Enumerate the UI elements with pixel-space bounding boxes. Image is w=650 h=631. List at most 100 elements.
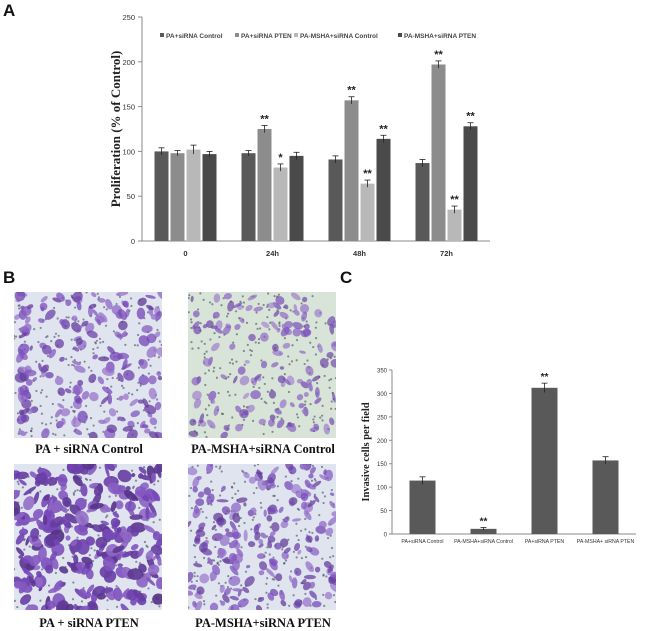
stained-cell [19,479,27,486]
membrane-pore [158,518,161,521]
membrane-pore [189,486,193,490]
stained-cell [92,354,99,360]
membrane-pore [296,416,300,419]
membrane-pore [271,377,274,380]
stained-cell [236,548,244,557]
stained-cell [46,476,58,486]
stained-cell [54,376,64,386]
stained-cell [272,343,279,352]
membrane-pore [278,322,281,325]
membrane-pore [242,349,246,353]
membrane-pore [295,413,299,416]
membrane-pore [154,426,157,429]
stained-cell [117,527,122,533]
stained-cell [202,324,208,329]
membrane-pore [304,400,307,403]
membrane-pore [281,548,284,551]
membrane-pore [149,364,152,367]
stained-cell [105,364,115,374]
membrane-pore [304,545,307,548]
membrane-pore [47,584,51,587]
stained-cell [29,345,33,351]
membrane-pore [18,307,21,310]
legend-swatch [398,33,402,37]
membrane-pore [70,355,73,359]
stained-cell [146,577,156,586]
membrane-pore [129,297,133,300]
membrane-pore [14,335,18,338]
membrane-pore [138,506,141,509]
stained-cell [267,507,276,513]
membrane-pore [89,478,92,482]
stained-cell [45,371,54,379]
stained-cell [193,562,203,568]
membrane-pore [160,343,162,346]
membrane-pore [330,489,333,492]
stained-cell [305,561,314,573]
membrane-pore [130,469,134,472]
y-tick-label: 100 [377,486,388,492]
stained-cell [151,472,157,483]
micrograph-pa-msha-sirna-pten [188,464,336,610]
stained-cell [54,338,65,349]
membrane-pore [157,356,160,359]
membrane-pore [311,531,314,535]
stained-cell [225,528,230,533]
bar [415,163,430,241]
stained-cell [299,304,310,314]
membrane-pore [262,376,265,379]
membrane-pore [115,605,119,608]
membrane-pore [204,408,207,411]
stained-cell [42,514,48,526]
legend-swatch [235,33,239,37]
stained-cell [298,403,305,409]
membrane-pore [297,538,300,542]
stained-cell [118,485,126,493]
stained-cell [258,538,264,545]
membrane-pore [272,556,275,559]
membrane-pore [199,322,202,325]
membrane-pore [225,315,229,318]
stained-cell [263,509,267,517]
membrane-pore [25,431,28,434]
y-axis-label: Proliferation (% of Control) [108,51,123,208]
membrane-pore [314,326,317,329]
membrane-pore [277,293,281,296]
membrane-pore [321,414,324,417]
membrane-pore [262,303,265,307]
membrane-pore [89,416,93,420]
stained-cell [145,506,150,520]
stained-cell [329,500,336,509]
stained-cell [234,323,241,331]
significance-mark: ** [347,85,356,97]
stained-cell [307,500,316,508]
stained-cell [122,531,133,543]
membrane-pore [205,516,208,519]
membrane-pore [114,494,118,497]
stained-cell [41,344,52,355]
membrane-pore [276,499,279,502]
stained-cell [280,520,289,529]
membrane-pore [35,360,38,363]
membrane-pore [216,562,219,565]
membrane-pore [213,366,216,369]
stained-cell [59,356,65,362]
stained-cell [65,299,72,307]
membrane-pore [292,550,296,553]
membrane-pore [90,369,93,372]
membrane-pore [305,320,308,323]
x-tick-label: PA+siRNA PTEN [525,539,565,545]
membrane-pore [120,384,124,387]
significance-mark: ** [434,49,443,61]
stained-cell [146,346,158,358]
stained-cell [88,373,97,384]
stained-cell [103,570,117,583]
stained-cell [85,322,95,333]
stained-cell [296,378,304,384]
x-tick-label: PA+siRNA Control [401,539,443,545]
significance-mark: ** [260,113,269,125]
membrane-pore [314,479,317,482]
membrane-pore [304,555,308,559]
stained-cell [239,317,245,324]
y-axis-label: Invasive cells per field [361,402,372,501]
